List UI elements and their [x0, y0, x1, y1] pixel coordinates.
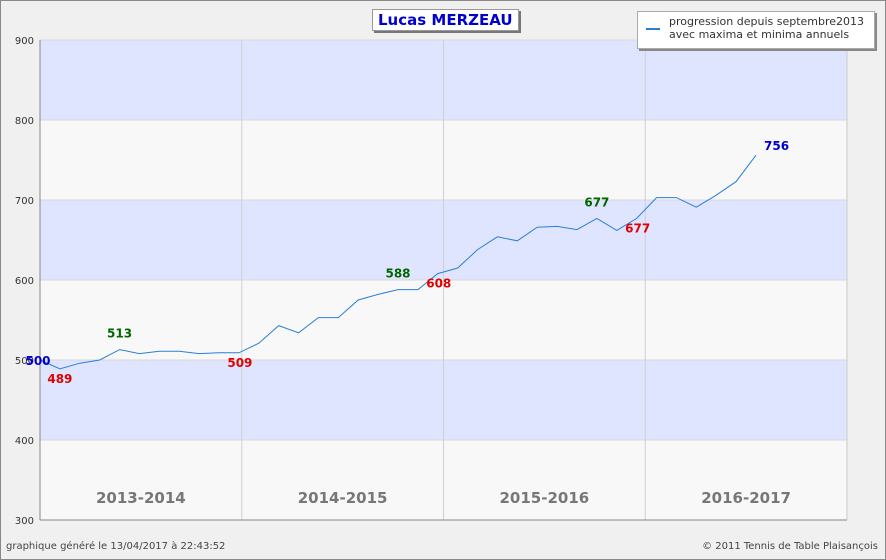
- data-point: [735, 180, 738, 183]
- y-tick-label: 700: [15, 196, 34, 207]
- annotation-max: 513: [107, 327, 132, 341]
- data-point: [277, 324, 280, 327]
- data-point: [416, 288, 419, 291]
- data-point: [695, 206, 698, 209]
- data-point: [595, 217, 598, 220]
- data-point: [456, 267, 459, 270]
- data-point: [158, 350, 161, 353]
- season-label: 2013-2014: [96, 489, 186, 507]
- generated-timestamp: graphique généré le 13/04/2017 à 22:43:5…: [6, 541, 226, 552]
- chart-title: Lucas MERZEAU: [372, 9, 519, 31]
- annotation-start: 500: [25, 354, 50, 368]
- season-label: 2014-2015: [298, 489, 388, 507]
- y-tick-label: 400: [15, 436, 34, 447]
- data-point: [257, 342, 260, 345]
- data-point: [377, 293, 380, 296]
- legend-entry-line-1: progression depuis septembre2013: [669, 15, 865, 28]
- annotation-min: 608: [426, 277, 451, 291]
- season-label: 2015-2016: [500, 489, 590, 507]
- data-point: [357, 299, 360, 302]
- data-point: [178, 350, 181, 353]
- data-point: [337, 316, 340, 319]
- copyright-text: © 2011 Tennis de Table Plaisançois: [702, 541, 878, 552]
- y-tick-label: 600: [15, 276, 34, 287]
- data-point: [237, 351, 240, 354]
- annotation-end: 756: [764, 139, 789, 153]
- series-line: [39, 154, 757, 370]
- data-point: [556, 225, 559, 228]
- data-point: [536, 226, 539, 229]
- data-point: [138, 352, 141, 355]
- data-point: [218, 351, 221, 354]
- data-point: [58, 367, 61, 370]
- data-point: [317, 316, 320, 319]
- y-tick-label: 500: [15, 356, 34, 367]
- chart-legend: progression depuis septembre2013 avec ma…: [637, 11, 875, 49]
- annotation-min: 677: [625, 221, 650, 235]
- annotation-min: 509: [227, 356, 252, 370]
- data-point: [715, 194, 718, 197]
- data-point: [436, 272, 439, 275]
- data-point: [297, 331, 300, 334]
- data-point: [496, 235, 499, 238]
- data-point: [615, 229, 618, 232]
- data-point: [397, 288, 400, 291]
- data-point: [755, 154, 758, 157]
- y-tick-label: 300: [15, 516, 34, 527]
- season-label: 2016-2017: [701, 489, 791, 507]
- data-point: [198, 352, 201, 355]
- y-tick-label: 800: [15, 116, 34, 127]
- data-point: [635, 217, 638, 220]
- data-point: [516, 239, 519, 242]
- data-point: [476, 248, 479, 251]
- legend-text: progression depuis septembre2013 avec ma…: [669, 15, 864, 41]
- annotation-max: 677: [584, 195, 609, 209]
- legend-series-swatch: [646, 28, 660, 30]
- y-tick-label: 900: [15, 36, 34, 47]
- legend-entry-line-2: avec maxima et minima annuels: [669, 28, 850, 41]
- data-point: [118, 348, 121, 351]
- data-point: [98, 359, 101, 362]
- data-point: [78, 362, 81, 365]
- annotation-max: 588: [385, 267, 410, 281]
- data-point: [576, 228, 579, 231]
- annotation-min: 489: [47, 372, 72, 386]
- data-point: [675, 196, 678, 199]
- data-point: [655, 196, 658, 199]
